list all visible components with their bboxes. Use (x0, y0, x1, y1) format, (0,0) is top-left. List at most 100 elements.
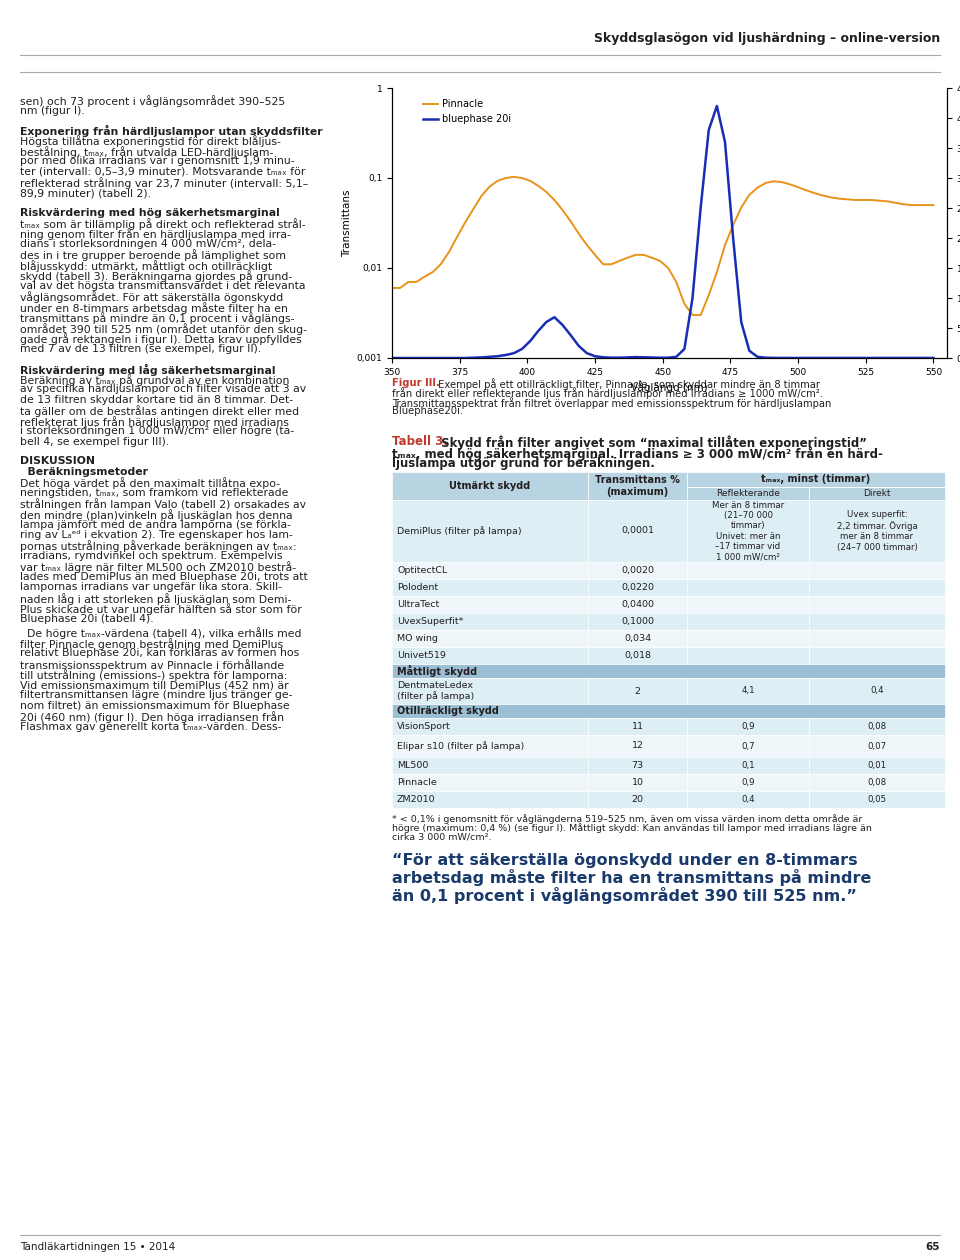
Bar (687, 614, 809, 630)
Text: området 390 till 525 nm (området utanför den skug-: området 390 till 525 nm (området utanför… (20, 323, 307, 335)
Text: 0,7: 0,7 (741, 741, 755, 751)
Text: Exempel på ett otillräckligt filter, Pinnacle, som skyddar mindre än 8 timmar: Exempel på ett otillräckligt filter, Pin… (435, 378, 820, 389)
Bar (809, 500, 945, 562)
Bar (687, 678, 809, 704)
Text: cirka 3 000 mW/cm².: cirka 3 000 mW/cm². (392, 833, 492, 842)
Text: Bluephase 20i (tabell 4).: Bluephase 20i (tabell 4). (20, 614, 154, 624)
Bar (392, 472, 588, 500)
Text: neringstiden, tₘₐₓ, som framkom vid reflekterade: neringstiden, tₘₐₓ, som framkom vid refl… (20, 488, 288, 498)
Text: MO wing: MO wing (397, 634, 438, 643)
Bar (687, 646, 809, 664)
Text: 0,0001: 0,0001 (621, 527, 654, 536)
Text: av specifika härdljuslampor och filter visade att 3 av: av specifika härdljuslampor och filter v… (20, 384, 306, 394)
Text: 0,01: 0,01 (868, 761, 887, 770)
Text: dians i storleksordningen 4 000 mW/cm², dela-: dians i storleksordningen 4 000 mW/cm², … (20, 239, 276, 249)
Bar (392, 614, 588, 630)
Bar (687, 791, 809, 808)
Text: Exponering från härdljuslampor utan skyddsfilter: Exponering från härdljuslampor utan skyd… (20, 125, 323, 137)
Text: ring av Lₐᵉᵈ i ekvation 2). Tre egenskaper hos lam-: ring av Lₐᵉᵈ i ekvation 2). Tre egenskap… (20, 530, 293, 541)
Bar (392, 646, 588, 664)
Text: Mer än 8 timmar
(21–70 000
timmar)
Univet: mer än
–17 timmar vid
1 000 mW/cm²: Mer än 8 timmar (21–70 000 timmar) Unive… (712, 500, 784, 562)
Bar (809, 614, 945, 630)
Text: 0,9: 0,9 (741, 722, 755, 731)
Bar (588, 678, 687, 704)
Text: irradians, rymdvinkel och spektrum. Exempelvis: irradians, rymdvinkel och spektrum. Exem… (20, 551, 282, 561)
Text: 0,07: 0,07 (868, 741, 887, 751)
Text: pornas utstrålning påverkade beräkningen av tₘₐₓ:: pornas utstrålning påverkade beräkningen… (20, 541, 297, 552)
Text: ta gäller om de bestrålas antingen direkt eller med: ta gäller om de bestrålas antingen direk… (20, 406, 300, 417)
Bar (392, 664, 945, 678)
Text: 20i (460 nm) (figur I). Den höga irradiansen från: 20i (460 nm) (figur I). Den höga irradia… (20, 712, 284, 723)
Text: DentmateLedex
(filter på lampa): DentmateLedex (filter på lampa) (397, 680, 474, 702)
Text: under en 8-timmars arbetsdag måste filter ha en: under en 8-timmars arbetsdag måste filte… (20, 302, 288, 314)
Text: Måttligt skydd: Måttligt skydd (397, 665, 477, 677)
Bar (392, 580, 588, 596)
Bar (392, 678, 588, 704)
Text: 4,1: 4,1 (741, 687, 755, 696)
Bar (588, 646, 687, 664)
Text: relativt Bluephase 20i, kan förklaras av formen hos: relativt Bluephase 20i, kan förklaras av… (20, 649, 300, 659)
Bar (588, 580, 687, 596)
Text: var tₘₐₓ lägre när filter ML500 och ZM2010 bestrå-: var tₘₐₓ lägre när filter ML500 och ZM20… (20, 562, 296, 573)
Text: Polodent: Polodent (397, 583, 438, 592)
Text: 20: 20 (632, 795, 643, 804)
Text: lampornas irradians var ungefär lika stora. Skill-: lampornas irradians var ungefär lika sto… (20, 582, 282, 592)
Text: än 0,1 procent i våglängsområdet 390 till 525 nm.”: än 0,1 procent i våglängsområdet 390 til… (392, 887, 857, 903)
Bar (588, 735, 687, 757)
Text: de 13 filtren skyddar kortare tid än 8 timmar. Det-: de 13 filtren skyddar kortare tid än 8 t… (20, 394, 293, 404)
Bar (392, 704, 945, 718)
Text: Plus skickade ut var ungefär hälften så stor som för: Plus skickade ut var ungefär hälften så … (20, 604, 301, 615)
Bar (588, 614, 687, 630)
Bar (687, 630, 809, 646)
Text: transmittans på mindre än 0,1 procent i våglängs-: transmittans på mindre än 0,1 procent i … (20, 312, 295, 324)
Text: * < 0,1% i genomsnitt för våglängderna 519–525 nm, även om vissa värden inom det: * < 0,1% i genomsnitt för våglängderna 5… (392, 814, 862, 824)
Text: Uvex superfit:
2,2 timmar. Övriga
mer än 8 timmar
(24–7 000 timmar): Uvex superfit: 2,2 timmar. Övriga mer än… (836, 510, 918, 552)
Bar (687, 580, 809, 596)
Text: 10: 10 (632, 777, 643, 788)
Text: Tandläkartidningen 15 • 2014: Tandläkartidningen 15 • 2014 (20, 1242, 176, 1252)
Text: OptitectCL: OptitectCL (397, 566, 447, 575)
Bar (687, 718, 809, 735)
Text: Riskvärdering med låg säkerhetsmarginal: Riskvärdering med låg säkerhetsmarginal (20, 363, 276, 375)
Bar (588, 757, 687, 774)
Bar (809, 646, 945, 664)
Bar (392, 596, 588, 614)
Text: ljuslampa utgör grund för beräkningen.: ljuslampa utgör grund för beräkningen. (392, 456, 655, 470)
Text: den mindre (plan)vinkeln på ljuskäglan hos denna: den mindre (plan)vinkeln på ljuskäglan h… (20, 509, 293, 520)
Bar (392, 562, 588, 580)
Text: Vid emissionsmaximum till DemiPlus (452 nm) är: Vid emissionsmaximum till DemiPlus (452 … (20, 680, 289, 690)
Text: högre (maximum: 0,4 %) (se figur I). Måttligt skydd: Kan användas till lampor me: högre (maximum: 0,4 %) (se figur I). Måt… (392, 824, 872, 833)
Text: Pinnacle: Pinnacle (397, 777, 437, 788)
Text: 0,08: 0,08 (868, 722, 887, 731)
Text: Tabell 3.: Tabell 3. (392, 435, 448, 449)
Bar (809, 774, 945, 791)
Text: 0,018: 0,018 (624, 651, 651, 660)
Bar (687, 757, 809, 774)
Bar (392, 791, 588, 808)
Text: 89,9 minuter) (tabell 2).: 89,9 minuter) (tabell 2). (20, 188, 151, 198)
X-axis label: Våglängd (nm): Våglängd (nm) (631, 381, 708, 393)
Text: till utstrålning (emissions-) spektra för lamporna:: till utstrålning (emissions-) spektra fö… (20, 669, 287, 682)
Text: 0,9: 0,9 (741, 777, 755, 788)
Text: skydd (tabell 3). Beräkningarna gjordes på grund-: skydd (tabell 3). Beräkningarna gjordes … (20, 271, 292, 282)
Text: Riskvärdering med hög säkerhetsmarginal: Riskvärdering med hög säkerhetsmarginal (20, 208, 279, 218)
Bar (588, 500, 687, 562)
Text: 73: 73 (632, 761, 643, 770)
Text: våglängsområdet. För att säkerställa ögonskydd: våglängsområdet. För att säkerställa ögo… (20, 291, 283, 304)
Bar (809, 562, 945, 580)
Text: “För att säkerställa ögonskydd under en 8-timmars: “För att säkerställa ögonskydd under en … (392, 853, 857, 867)
Bar (588, 630, 687, 646)
Text: 0,08: 0,08 (868, 777, 887, 788)
Text: Transmittans %
(maximum): Transmittans % (maximum) (595, 475, 680, 496)
Bar (588, 596, 687, 614)
Text: 0,0220: 0,0220 (621, 583, 654, 592)
Text: filtertransmittansen lägre (mindre ljus tränger ge-: filtertransmittansen lägre (mindre ljus … (20, 690, 293, 701)
Bar (687, 735, 809, 757)
Text: bell 4, se exempel figur III).: bell 4, se exempel figur III). (20, 437, 169, 447)
Text: des in i tre grupper beroende på lämplighet som: des in i tre grupper beroende på lämplig… (20, 249, 286, 261)
Text: bestålning, tₘₐₓ, från utvalda LED-härdljuslam-: bestålning, tₘₐₓ, från utvalda LED-härdl… (20, 146, 274, 158)
Text: lades med DemiPlus än med Bluephase 20i, trots att: lades med DemiPlus än med Bluephase 20i,… (20, 572, 308, 582)
Text: arbetsdag måste filter ha en transmittans på mindre: arbetsdag måste filter ha en transmittan… (392, 869, 872, 887)
Text: DISKUSSION: DISKUSSION (20, 456, 95, 466)
Text: DemiPlus (filter på lampa): DemiPlus (filter på lampa) (397, 527, 521, 536)
